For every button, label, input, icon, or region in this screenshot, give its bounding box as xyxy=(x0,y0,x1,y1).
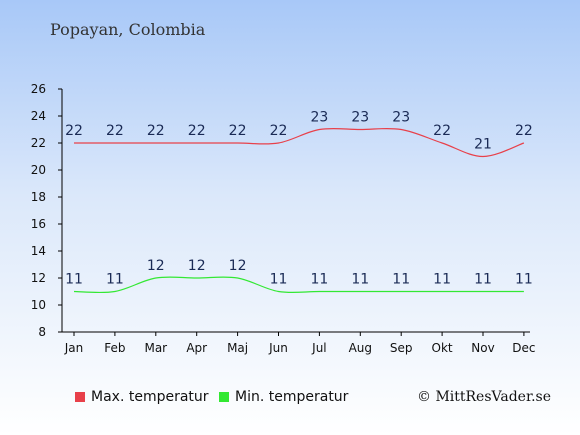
x-tick-label: Nov xyxy=(471,341,494,355)
data-label-max: 22 xyxy=(65,123,83,139)
data-label-max: 23 xyxy=(351,110,369,126)
y-tick-label: 24 xyxy=(31,109,46,123)
x-tick-label: Jul xyxy=(311,341,326,355)
data-label-min: 11 xyxy=(474,272,492,288)
x-tick-label: Aug xyxy=(349,341,372,355)
x-tick-label: Jun xyxy=(268,341,288,355)
y-tick-label: 26 xyxy=(31,82,46,96)
y-tick-label: 14 xyxy=(31,244,46,258)
series-line-max xyxy=(73,127,525,158)
data-label-min: 11 xyxy=(351,272,369,288)
x-tick-label: Apr xyxy=(186,341,207,355)
data-label-min: 11 xyxy=(310,272,328,288)
x-tick-label: Maj xyxy=(227,341,248,355)
data-label-max: 22 xyxy=(515,123,533,139)
x-tick-label: Feb xyxy=(104,341,125,355)
y-tick-label: 10 xyxy=(31,298,46,312)
copyright-credit: © MittResVader.se xyxy=(417,389,552,405)
data-label-min: 11 xyxy=(270,272,288,288)
x-tick-label: Mar xyxy=(144,341,167,355)
legend-max-swatch xyxy=(75,392,85,402)
chart-location-title: Popayan, Colombia xyxy=(50,20,206,39)
legend-max: Max. temperatur xyxy=(75,389,209,405)
data-label-max: 22 xyxy=(147,123,165,139)
y-tick-label: 20 xyxy=(31,163,46,177)
y-tick-label: 18 xyxy=(31,190,46,204)
data-label-max: 21 xyxy=(474,137,492,153)
data-label-max: 22 xyxy=(106,123,124,139)
data-label-min: 11 xyxy=(515,272,533,288)
y-tick-label: 22 xyxy=(31,136,46,150)
y-tick-label: 8 xyxy=(38,325,46,339)
x-tick-label: Sep xyxy=(390,341,413,355)
legend-max-label: Max. temperatur xyxy=(91,389,209,405)
data-label-max: 23 xyxy=(310,110,328,126)
data-label-max: 22 xyxy=(188,123,206,139)
y-tick-label: 16 xyxy=(31,217,46,231)
data-label-max: 23 xyxy=(392,110,410,126)
data-label-min: 12 xyxy=(229,258,247,274)
data-label-min: 11 xyxy=(106,272,124,288)
data-label-max: 22 xyxy=(433,123,451,139)
x-tick-label: Okt xyxy=(432,341,453,355)
legend-min-label: Min. temperatur xyxy=(235,389,349,405)
series-line-min xyxy=(73,276,524,294)
legend-min: Min. temperatur xyxy=(219,389,348,405)
data-label-min: 12 xyxy=(147,258,165,274)
x-tick-label: Jan xyxy=(64,341,84,355)
data-label-min: 11 xyxy=(65,272,83,288)
data-label-min: 11 xyxy=(433,272,451,288)
data-label-min: 11 xyxy=(392,272,410,288)
legend-min-swatch xyxy=(219,392,229,402)
x-tick-label: Dec xyxy=(512,341,535,355)
data-label-max: 22 xyxy=(229,123,247,139)
y-tick-label: 12 xyxy=(31,271,46,285)
data-label-min: 12 xyxy=(188,258,206,274)
data-label-max: 22 xyxy=(270,123,288,139)
